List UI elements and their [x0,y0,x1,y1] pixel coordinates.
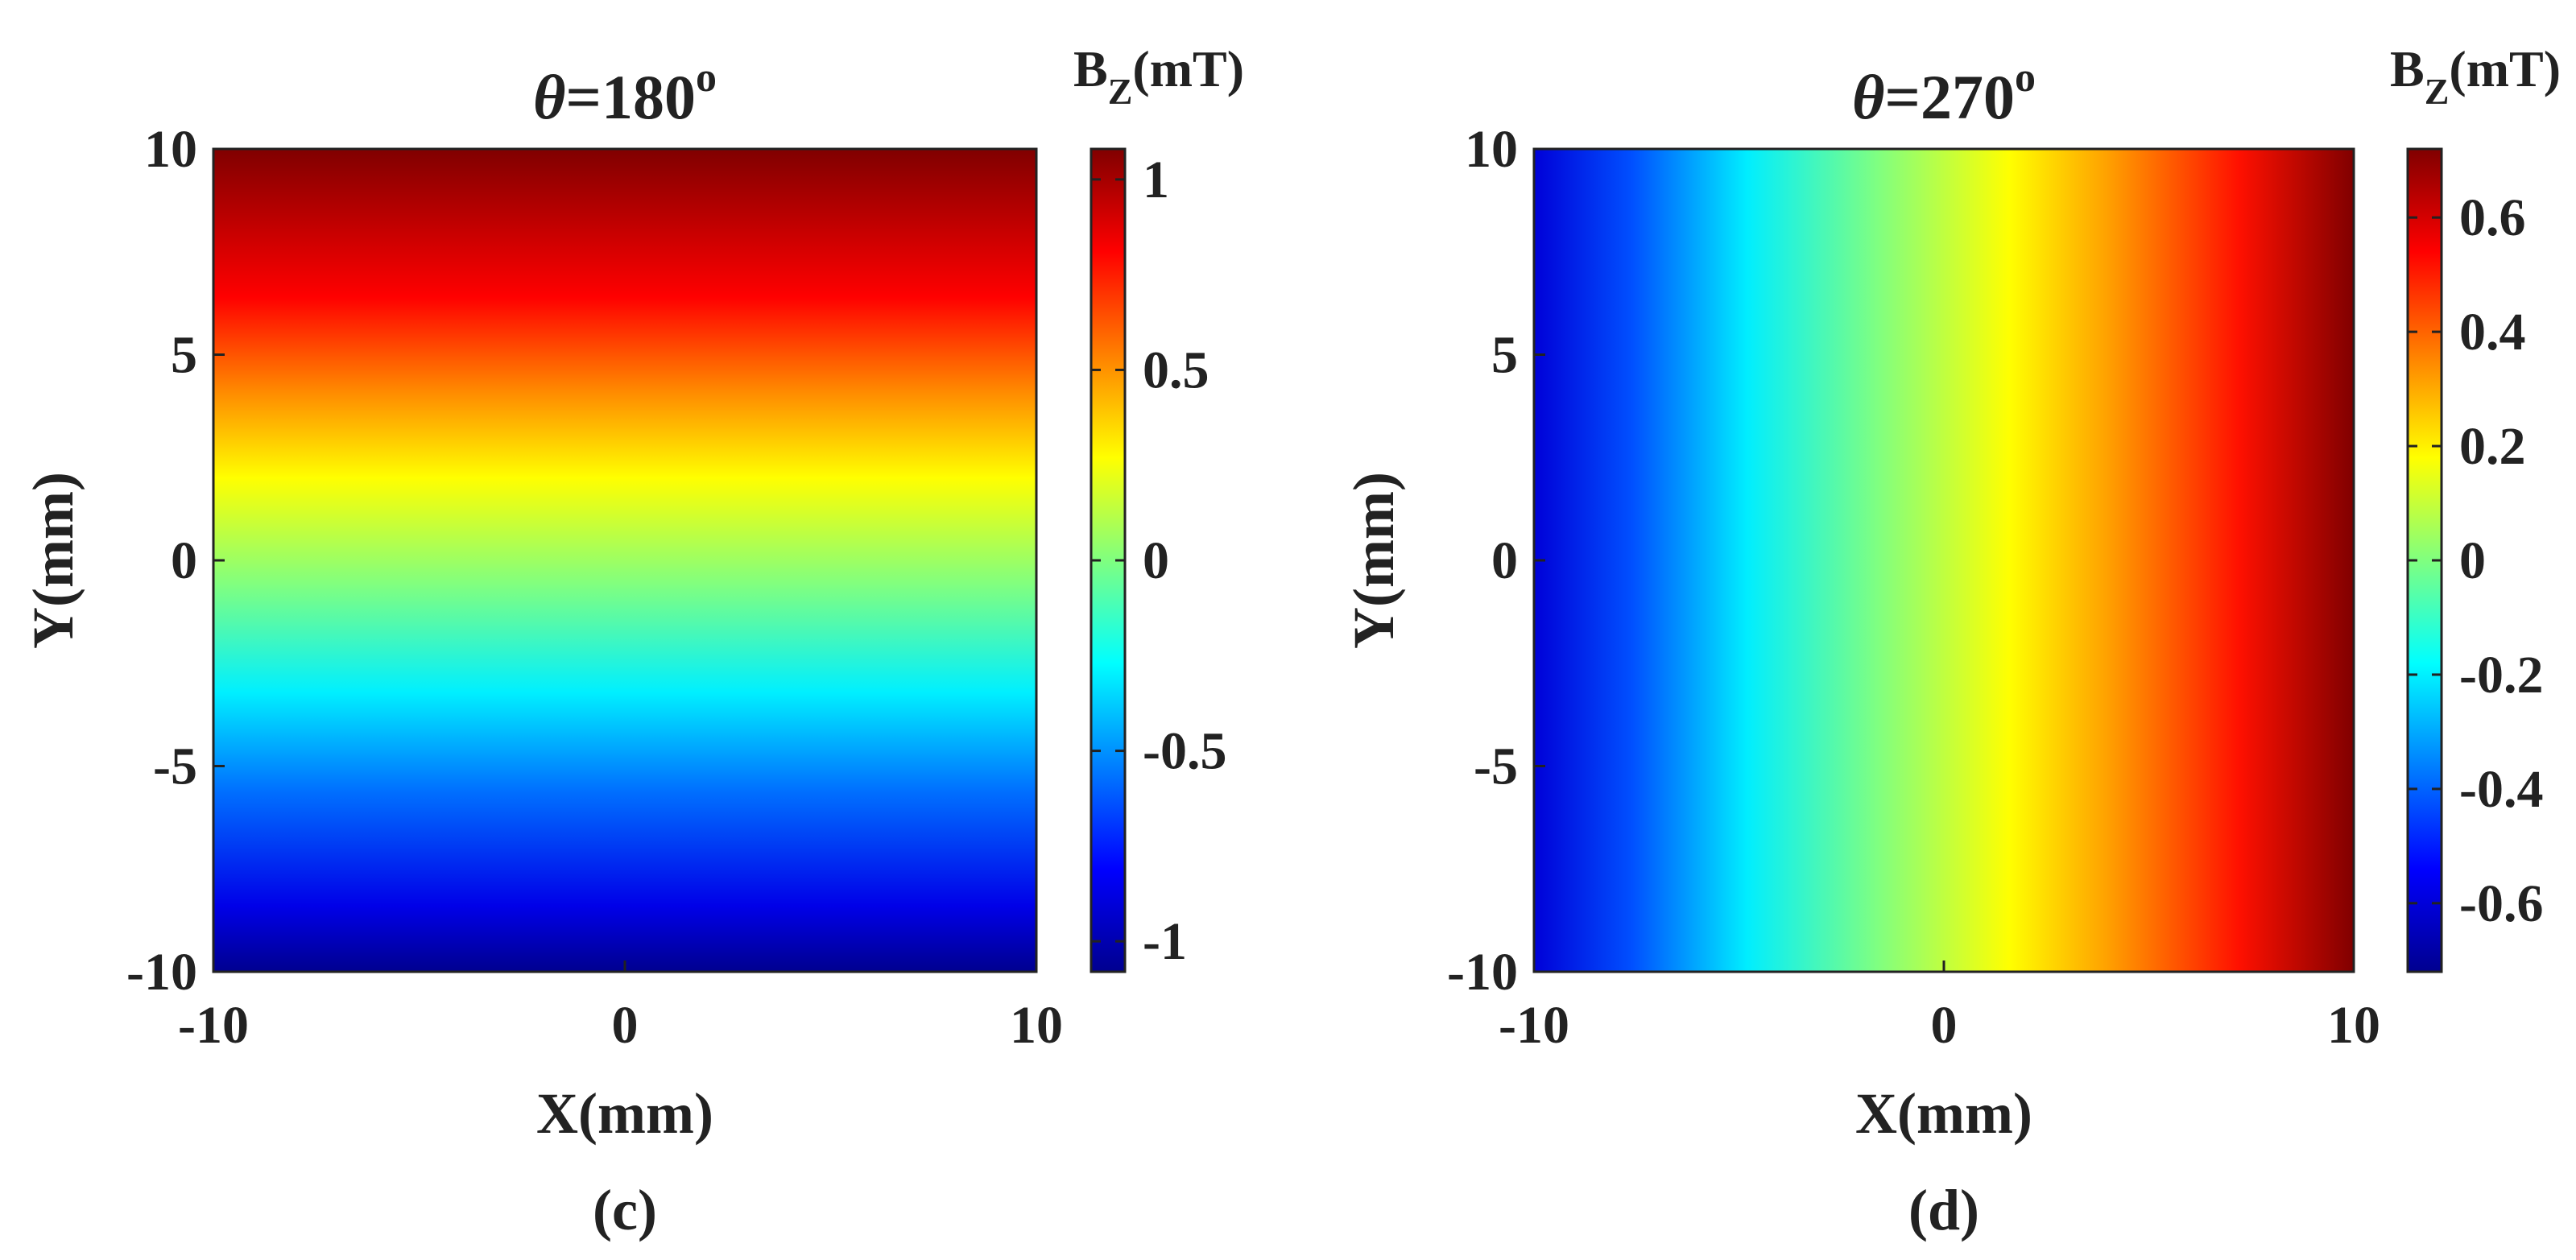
colorbar-tick-label: -0.6 [2459,874,2543,933]
colorbar-tick-label: 0.2 [2459,417,2526,476]
title-degree: o [2015,55,2036,101]
x-axis-label: X(mm) [1855,1081,2032,1146]
colorbar-tick-label: -0.5 [1143,722,1226,781]
x-tick-label: 0 [612,996,639,1055]
colorbar-tick-label: -1 [1143,912,1187,971]
x-tick-label: 10 [2327,996,2380,1055]
title-value: =270 [1885,62,2015,132]
colorbar-tick-label: 0.6 [2459,188,2526,247]
y-tick-label: 5 [1491,326,1518,385]
colorbar-title-main: B [1073,40,1108,97]
colorbar-title-unit: (mT) [2449,40,2561,97]
y-tick-label: 5 [171,326,197,385]
colorbar-title-sub: Z [1108,71,1133,112]
title-value: =180 [566,62,696,132]
colorbar-tick-label: 0 [2459,531,2486,590]
panel-c: -10 0 10 10 5 0 -5 -10 X(mm) Y(mm) θ=180o 1 0.5 0 -0.5… [21,40,1244,1242]
y-axis-label: Y(mm) [1342,472,1406,649]
y-axis-label: Y(mm) [21,472,85,649]
heatmap-field [213,149,1036,972]
y-tick-label: 10 [144,120,197,179]
colorbar-tick-label: 1 [1143,151,1169,209]
chart-title: θ=270o [1852,55,2036,132]
panel-d: -10 0 10 10 5 0 -5 -10 X(mm) Y(mm) θ=270o 0.6 0.4 0.2… [1342,40,2561,1242]
colorbar-title-sub: Z [2425,71,2450,112]
panel-label: (c) [593,1178,657,1242]
colorbar-tick-label: 0 [1143,531,1169,590]
colorbar-title-main: B [2390,40,2425,97]
colorbar-tick-label: 0.5 [1143,341,1209,399]
chart-title: θ=180o [533,55,717,132]
panel-label: (d) [1908,1178,1979,1242]
x-tick-label: 10 [1010,996,1063,1055]
title-degree: o [696,55,717,101]
x-tick-label: -10 [178,996,249,1055]
x-tick-label: -10 [1499,996,1569,1055]
y-tick-label: -5 [153,737,197,796]
x-axis-label: X(mm) [536,1081,713,1146]
colorbar-title-unit: (mT) [1132,40,1244,97]
colorbar-title: BZ(mT) [2390,40,2561,112]
y-tick-label: 0 [1491,531,1518,590]
title-symbol: θ [1852,62,1885,132]
y-tick-label: -10 [1447,943,1518,1002]
y-tick-label: 0 [171,531,197,590]
y-tick-label: 10 [1465,120,1518,179]
y-tick-label: -10 [126,943,197,1002]
colorbar-tick-label: -0.2 [2459,646,2543,704]
heatmap-field [1534,149,2354,972]
y-tick-label: -5 [1474,737,1518,796]
x-tick-label: 0 [1931,996,1958,1055]
title-symbol: θ [533,62,566,132]
colorbar-tick-label: -0.4 [2459,760,2543,819]
colorbar-title: BZ(mT) [1073,40,1244,112]
colorbar-tick-label: 0.4 [2459,303,2526,361]
